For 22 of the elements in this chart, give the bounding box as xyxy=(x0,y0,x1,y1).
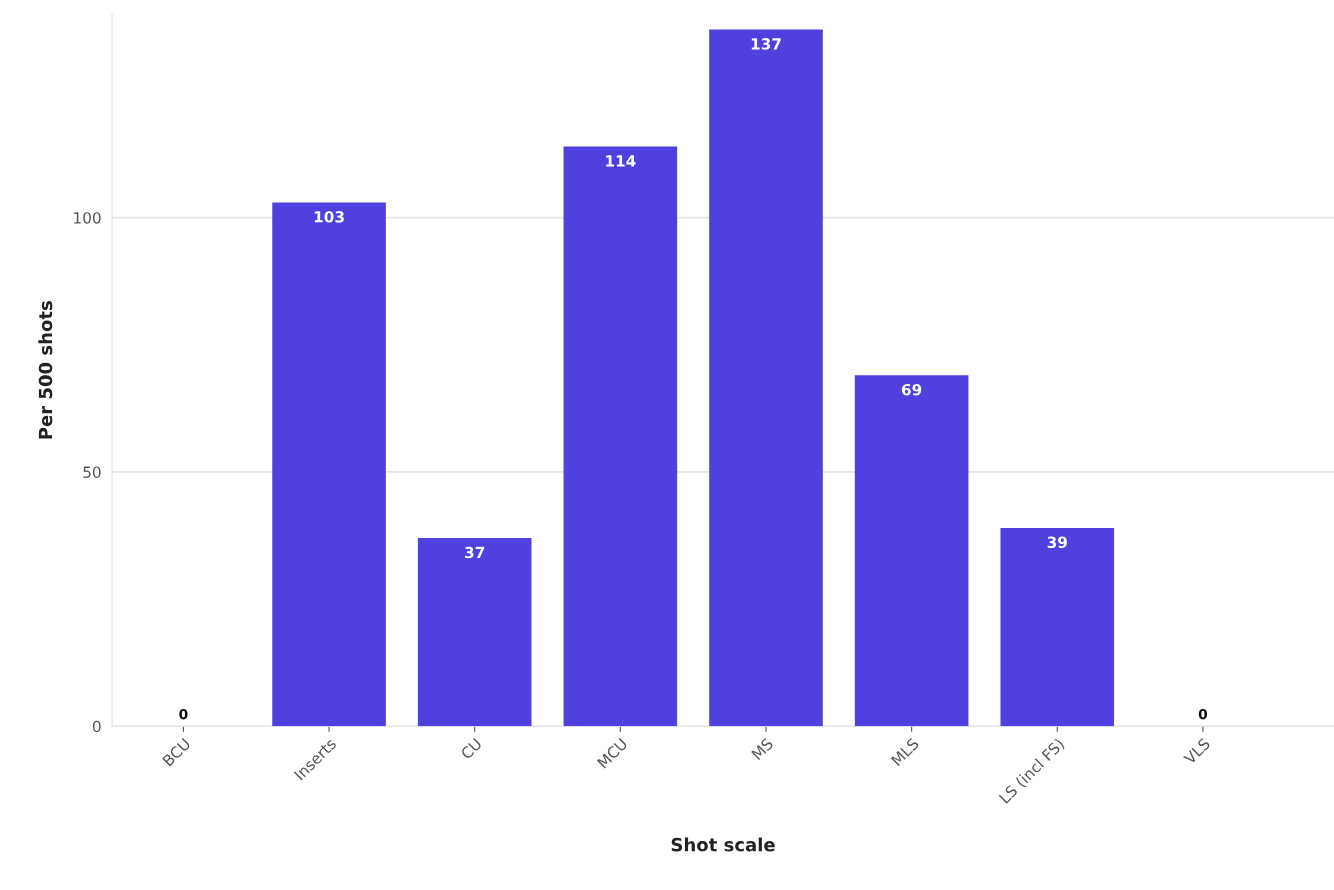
data-label: 114 xyxy=(606,155,636,167)
bar xyxy=(272,202,386,727)
bar xyxy=(417,538,532,727)
data-label: 37 xyxy=(465,546,485,559)
y-tick-label: 50 xyxy=(83,466,101,478)
x-tick-label: VLS xyxy=(1182,737,1211,766)
y-tick-label: 100 xyxy=(74,212,101,224)
data-label: 137 xyxy=(751,38,781,50)
x-axis-title: Shot scale xyxy=(671,837,775,852)
data-label: 69 xyxy=(901,383,922,396)
bar xyxy=(854,375,969,727)
data-label: 39 xyxy=(1047,536,1067,549)
y-axis-title: Per 500 shots xyxy=(38,301,53,439)
x-tick-label: MS xyxy=(751,737,774,761)
bar xyxy=(709,29,823,727)
data-label: 0 xyxy=(179,708,188,720)
y-tick-label: 0 xyxy=(92,720,101,733)
bar xyxy=(563,146,678,727)
bar xyxy=(1000,527,1115,727)
data-label: 0 xyxy=(1198,708,1208,720)
x-tick-label: CU xyxy=(460,737,483,760)
data-label: 103 xyxy=(314,211,344,223)
